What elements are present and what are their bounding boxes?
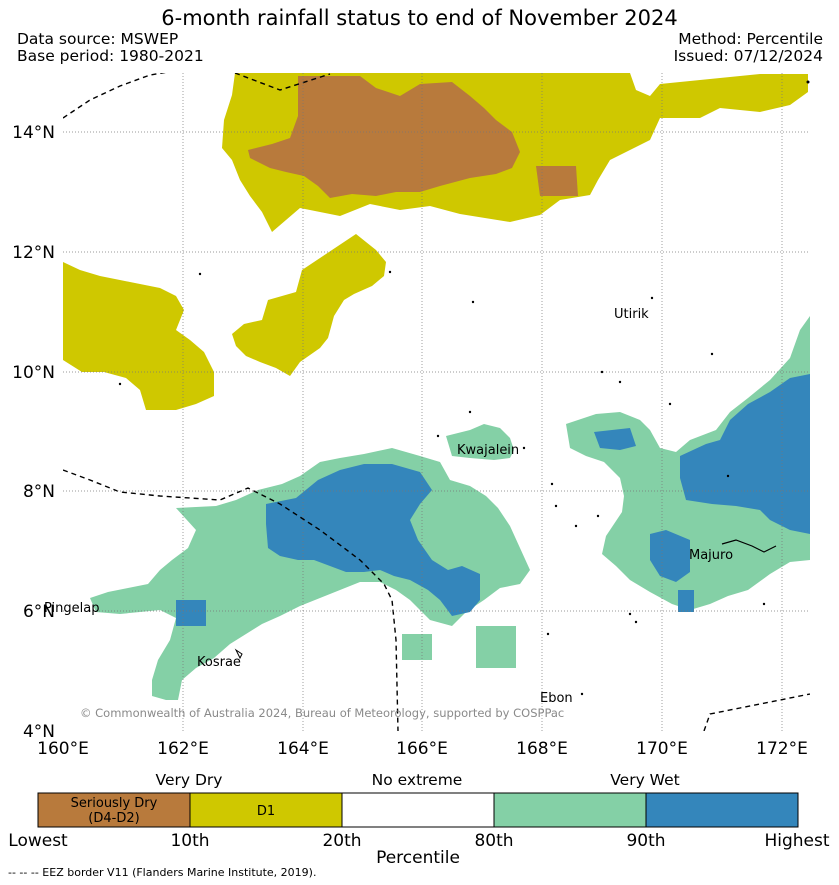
legend-very-dry: Very Dry	[156, 771, 223, 789]
tick-90th: 90th	[626, 831, 665, 851]
legend-swatch-no-extreme	[341, 792, 495, 828]
d1-region-west	[63, 234, 386, 410]
place-kosrae: Kosrae	[197, 655, 241, 670]
lon-label-164: 164°E	[277, 739, 329, 759]
lat-labels: 14°N 12°N 10°N 8°N 6°N 4°N	[12, 123, 55, 742]
place-kwajalein: Kwajalein	[457, 443, 519, 458]
data-source: Data source: MSWEP	[17, 30, 179, 48]
highest-region	[176, 374, 810, 626]
lat-label-12: 12°N	[12, 243, 55, 263]
seriously-dry-north	[248, 76, 578, 198]
eez-borders	[63, 73, 810, 731]
legend-swatch-highest	[645, 792, 799, 828]
legend-no-extreme: No extreme	[372, 771, 463, 789]
legend-swatch-very-wet	[493, 792, 647, 828]
place-utirik: Utirik	[614, 307, 649, 322]
tick-lowest: Lowest	[8, 831, 68, 851]
place-ebon: Ebon	[540, 691, 573, 706]
legend-seriously-dry-sublabel: (D4-D2)	[88, 811, 139, 826]
lon-label-162: 162°E	[157, 739, 209, 759]
legend-swatch-seriously-dry	[37, 792, 191, 828]
lat-label-14: 14°N	[12, 123, 55, 143]
place-majuro: Majuro	[689, 548, 733, 563]
lat-label-8: 8°N	[23, 482, 55, 502]
method: Method: Percentile	[678, 30, 823, 48]
lon-label-170: 170°E	[636, 739, 688, 759]
lon-label-160: 160°E	[37, 739, 89, 759]
map-title: 6-month rainfall status to end of Novemb…	[161, 6, 678, 30]
place-labels: Utirik Kwajalein Majuro Pingelap Kosrae …	[44, 307, 733, 706]
tick-10th: 10th	[170, 831, 209, 851]
tick-highest: Highest	[764, 831, 829, 851]
map-area	[63, 73, 810, 731]
legend-d1-label: D1	[257, 804, 275, 819]
lon-label-172: 172°E	[756, 739, 808, 759]
lon-label-166: 166°E	[396, 739, 448, 759]
legend-seriously-dry-label: Seriously Dry	[71, 796, 158, 811]
tick-80th: 80th	[474, 831, 513, 851]
legend-very-wet: Very Wet	[610, 771, 679, 789]
base-period: Base period: 1980-2021	[17, 47, 204, 65]
legend: Very Dry No extreme Very Wet Seriously D…	[8, 771, 830, 868]
issued-date: Issued: 07/12/2024	[673, 47, 823, 65]
lat-label-4: 4°N	[23, 722, 55, 742]
place-pingelap: Pingelap	[44, 601, 100, 616]
eez-footnote: -- -- -- EEZ border V11 (Flanders Marine…	[8, 866, 317, 879]
copyright-notice: © Commonwealth of Australia 2024, Bureau…	[80, 706, 564, 720]
lat-label-6: 6°N	[23, 602, 55, 622]
lon-label-168: 168°E	[516, 739, 568, 759]
lat-label-10: 10°N	[12, 363, 55, 383]
lon-labels: 160°E 162°E 164°E 166°E 168°E 170°E 172°…	[37, 739, 808, 759]
tick-20th: 20th	[322, 831, 361, 851]
islands	[118, 80, 810, 696]
legend-axis-label: Percentile	[376, 848, 460, 868]
